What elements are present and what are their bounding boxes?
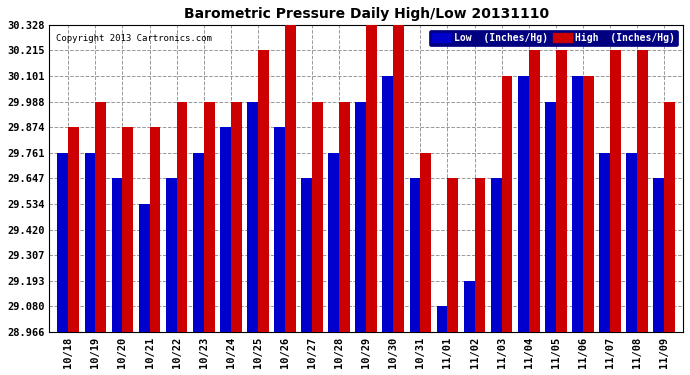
Bar	[150, 127, 160, 332]
Bar	[653, 178, 664, 332]
Bar	[627, 153, 637, 332]
Bar	[112, 178, 122, 332]
Bar	[312, 102, 323, 332]
Text: Copyright 2013 Cartronics.com: Copyright 2013 Cartronics.com	[56, 34, 212, 43]
Bar	[204, 102, 215, 332]
Bar	[220, 127, 230, 332]
Bar	[518, 76, 529, 332]
Bar	[637, 50, 648, 332]
Bar	[664, 102, 675, 332]
Bar	[491, 178, 502, 332]
Bar	[274, 127, 285, 332]
Bar	[393, 25, 404, 332]
Bar	[475, 178, 485, 332]
Bar	[68, 127, 79, 332]
Bar	[230, 102, 241, 332]
Bar	[166, 178, 177, 332]
Bar	[193, 153, 204, 332]
Bar	[57, 153, 68, 332]
Bar	[95, 102, 106, 332]
Bar	[301, 178, 312, 332]
Bar	[599, 153, 610, 332]
Bar	[177, 102, 188, 332]
Bar	[572, 76, 583, 332]
Legend: Low  (Inches/Hg), High  (Inches/Hg): Low (Inches/Hg), High (Inches/Hg)	[429, 30, 678, 46]
Title: Barometric Pressure Daily High/Low 20131110: Barometric Pressure Daily High/Low 20131…	[184, 7, 549, 21]
Bar	[437, 306, 447, 332]
Bar	[464, 281, 475, 332]
Bar	[328, 153, 339, 332]
Bar	[285, 25, 296, 332]
Bar	[122, 127, 133, 332]
Bar	[84, 153, 95, 332]
Bar	[355, 102, 366, 332]
Bar	[529, 50, 540, 332]
Bar	[502, 76, 513, 332]
Bar	[139, 204, 150, 332]
Bar	[382, 76, 393, 332]
Bar	[583, 76, 593, 332]
Bar	[610, 50, 621, 332]
Bar	[258, 50, 268, 332]
Bar	[366, 25, 377, 332]
Bar	[409, 178, 420, 332]
Bar	[447, 178, 458, 332]
Bar	[555, 50, 566, 332]
Bar	[420, 153, 431, 332]
Bar	[545, 102, 555, 332]
Bar	[247, 102, 258, 332]
Bar	[339, 102, 350, 332]
